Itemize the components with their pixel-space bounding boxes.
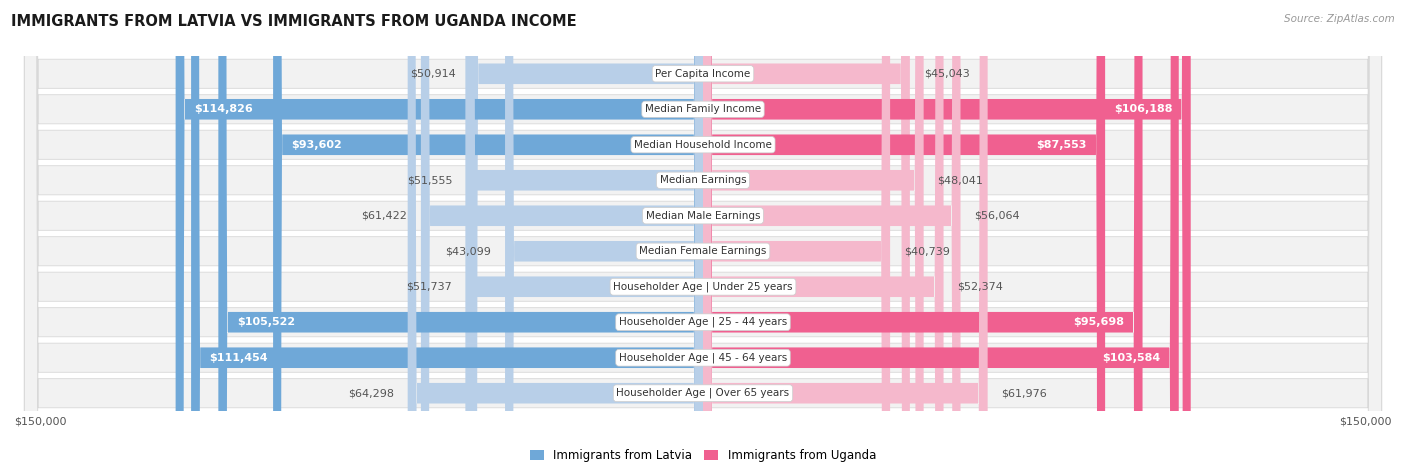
FancyBboxPatch shape (24, 0, 1382, 467)
Text: $61,976: $61,976 (1001, 388, 1047, 398)
Text: $45,043: $45,043 (924, 69, 969, 79)
FancyBboxPatch shape (24, 0, 1382, 467)
Text: $103,584: $103,584 (1102, 353, 1160, 363)
Text: Householder Age | 45 - 64 years: Householder Age | 45 - 64 years (619, 353, 787, 363)
FancyBboxPatch shape (24, 0, 1382, 467)
FancyBboxPatch shape (273, 0, 703, 467)
FancyBboxPatch shape (703, 0, 960, 467)
Text: $61,422: $61,422 (361, 211, 408, 221)
Text: $87,553: $87,553 (1036, 140, 1087, 150)
Text: $114,826: $114,826 (194, 104, 253, 114)
Text: $106,188: $106,188 (1114, 104, 1173, 114)
FancyBboxPatch shape (467, 0, 703, 467)
FancyBboxPatch shape (191, 0, 703, 467)
FancyBboxPatch shape (703, 0, 910, 467)
FancyBboxPatch shape (24, 0, 1382, 467)
Text: $150,000: $150,000 (1340, 416, 1392, 426)
Text: Per Capita Income: Per Capita Income (655, 69, 751, 79)
Text: $50,914: $50,914 (409, 69, 456, 79)
Text: Median Household Income: Median Household Income (634, 140, 772, 150)
Text: $43,099: $43,099 (446, 246, 491, 256)
Text: $105,522: $105,522 (236, 317, 295, 327)
Text: $64,298: $64,298 (347, 388, 394, 398)
Text: $93,602: $93,602 (291, 140, 342, 150)
Text: $51,737: $51,737 (406, 282, 451, 292)
Text: Householder Age | Under 25 years: Householder Age | Under 25 years (613, 282, 793, 292)
FancyBboxPatch shape (703, 0, 924, 467)
FancyBboxPatch shape (703, 0, 987, 467)
FancyBboxPatch shape (703, 0, 1178, 467)
Text: Householder Age | Over 65 years: Householder Age | Over 65 years (616, 388, 790, 398)
Text: $51,555: $51,555 (406, 175, 453, 185)
FancyBboxPatch shape (703, 0, 1143, 467)
Legend: Immigrants from Latvia, Immigrants from Uganda: Immigrants from Latvia, Immigrants from … (530, 449, 876, 462)
Text: Median Female Earnings: Median Female Earnings (640, 246, 766, 256)
FancyBboxPatch shape (505, 0, 703, 467)
Text: $111,454: $111,454 (209, 353, 269, 363)
FancyBboxPatch shape (465, 0, 703, 467)
Text: $95,698: $95,698 (1073, 317, 1125, 327)
Text: $150,000: $150,000 (14, 416, 66, 426)
Text: Median Earnings: Median Earnings (659, 175, 747, 185)
FancyBboxPatch shape (470, 0, 703, 467)
Text: Householder Age | 25 - 44 years: Householder Age | 25 - 44 years (619, 317, 787, 327)
FancyBboxPatch shape (24, 0, 1382, 467)
FancyBboxPatch shape (703, 0, 1105, 467)
FancyBboxPatch shape (218, 0, 703, 467)
Text: $40,739: $40,739 (904, 246, 950, 256)
Text: IMMIGRANTS FROM LATVIA VS IMMIGRANTS FROM UGANDA INCOME: IMMIGRANTS FROM LATVIA VS IMMIGRANTS FRO… (11, 14, 576, 29)
FancyBboxPatch shape (24, 0, 1382, 467)
FancyBboxPatch shape (176, 0, 703, 467)
FancyBboxPatch shape (703, 0, 943, 467)
FancyBboxPatch shape (24, 0, 1382, 467)
Text: $56,064: $56,064 (974, 211, 1019, 221)
FancyBboxPatch shape (24, 0, 1382, 467)
Text: Source: ZipAtlas.com: Source: ZipAtlas.com (1284, 14, 1395, 24)
FancyBboxPatch shape (420, 0, 703, 467)
FancyBboxPatch shape (24, 0, 1382, 467)
FancyBboxPatch shape (408, 0, 703, 467)
FancyBboxPatch shape (24, 0, 1382, 467)
Text: $52,374: $52,374 (957, 282, 1004, 292)
Text: Median Family Income: Median Family Income (645, 104, 761, 114)
FancyBboxPatch shape (703, 0, 1191, 467)
Text: $48,041: $48,041 (938, 175, 983, 185)
Text: Median Male Earnings: Median Male Earnings (645, 211, 761, 221)
FancyBboxPatch shape (703, 0, 890, 467)
